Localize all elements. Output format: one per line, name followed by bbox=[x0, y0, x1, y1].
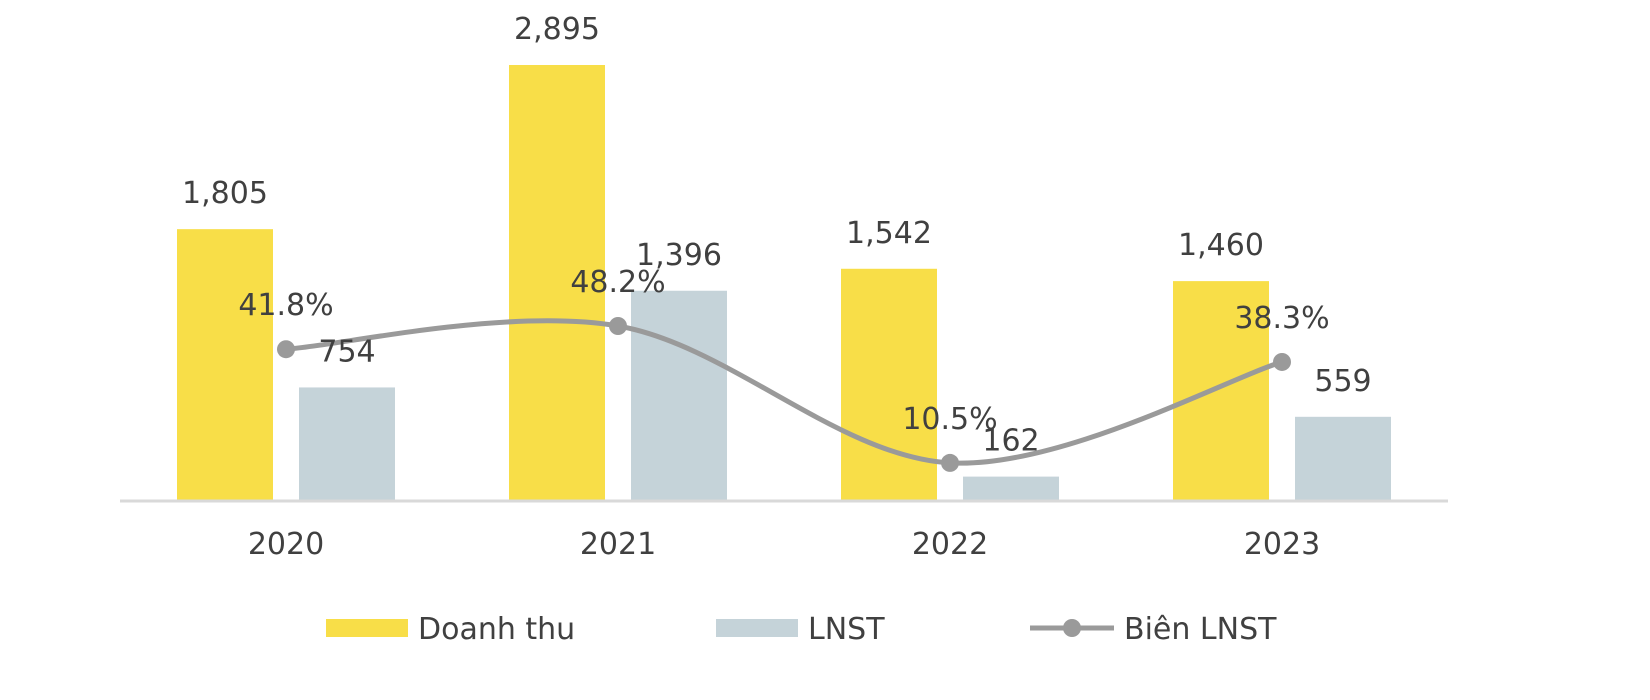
line-point-bien-lnst-2020 bbox=[277, 340, 295, 359]
x-tick-label-2021: 2021 bbox=[580, 527, 656, 562]
bar-doanh-thu-2023 bbox=[1173, 281, 1269, 501]
legend-label-lnst: LNST bbox=[808, 612, 885, 647]
line-point-bien-lnst-2021 bbox=[609, 317, 627, 335]
legend: Doanh thu LNST Biên LNST bbox=[326, 612, 1277, 647]
x-tick-label-2022: 2022 bbox=[912, 527, 988, 562]
bar-doanh-thu-2020 bbox=[177, 229, 273, 502]
x-axis-ticks: 2020 2021 2022 2023 bbox=[248, 527, 1320, 562]
bar-lnst-2020 bbox=[299, 387, 395, 501]
legend-swatch-doanh-thu bbox=[326, 619, 408, 637]
bar-doanh-thu-2021 bbox=[509, 65, 605, 501]
bar-lnst-2022 bbox=[963, 476, 1059, 501]
bar-doanh-thu-2022 bbox=[841, 268, 937, 501]
data-label-lnst-2021: 1,396 bbox=[636, 238, 722, 273]
x-tick-label-2023: 2023 bbox=[1244, 527, 1320, 562]
labels-layer: 1,805 754 2,895 1,396 1,542 162 1,460 559 41.8% 4… bbox=[182, 12, 1372, 459]
line-layer bbox=[277, 317, 1291, 472]
legend-label-doanh-thu: Doanh thu bbox=[418, 612, 575, 647]
data-label-bien-lnst-2022: 10.5% bbox=[902, 402, 997, 437]
legend-swatch-lnst bbox=[716, 619, 798, 637]
data-label-doanh-thu-2022: 1,542 bbox=[846, 216, 932, 251]
data-label-bien-lnst-2020: 41.8% bbox=[238, 288, 333, 323]
data-label-bien-lnst-2021: 48.2% bbox=[570, 265, 665, 300]
bar-lnst-2023 bbox=[1295, 416, 1391, 501]
data-label-bien-lnst-2023: 38.3% bbox=[1234, 301, 1329, 336]
legend-swatch-marker-biên-lnst bbox=[1063, 619, 1081, 637]
data-label-doanh-thu-2021: 2,895 bbox=[514, 12, 600, 47]
x-tick-label-2020: 2020 bbox=[248, 527, 324, 562]
line-point-bien-lnst-2022 bbox=[941, 453, 959, 472]
data-label-lnst-2020: 754 bbox=[318, 334, 375, 369]
bars-layer bbox=[177, 65, 1391, 502]
data-label-lnst-2022: 162 bbox=[982, 424, 1039, 459]
line-point-bien-lnst-2023 bbox=[1273, 352, 1291, 371]
data-label-doanh-thu-2023: 1,460 bbox=[1178, 228, 1264, 263]
bar-lnst-2021 bbox=[631, 290, 727, 501]
data-label-doanh-thu-2020: 1,805 bbox=[182, 176, 268, 211]
data-label-lnst-2023: 559 bbox=[1314, 364, 1371, 399]
legend-label-biên-lnst: Biên LNST bbox=[1124, 612, 1277, 647]
line-bien-lnst bbox=[285, 318, 1283, 466]
